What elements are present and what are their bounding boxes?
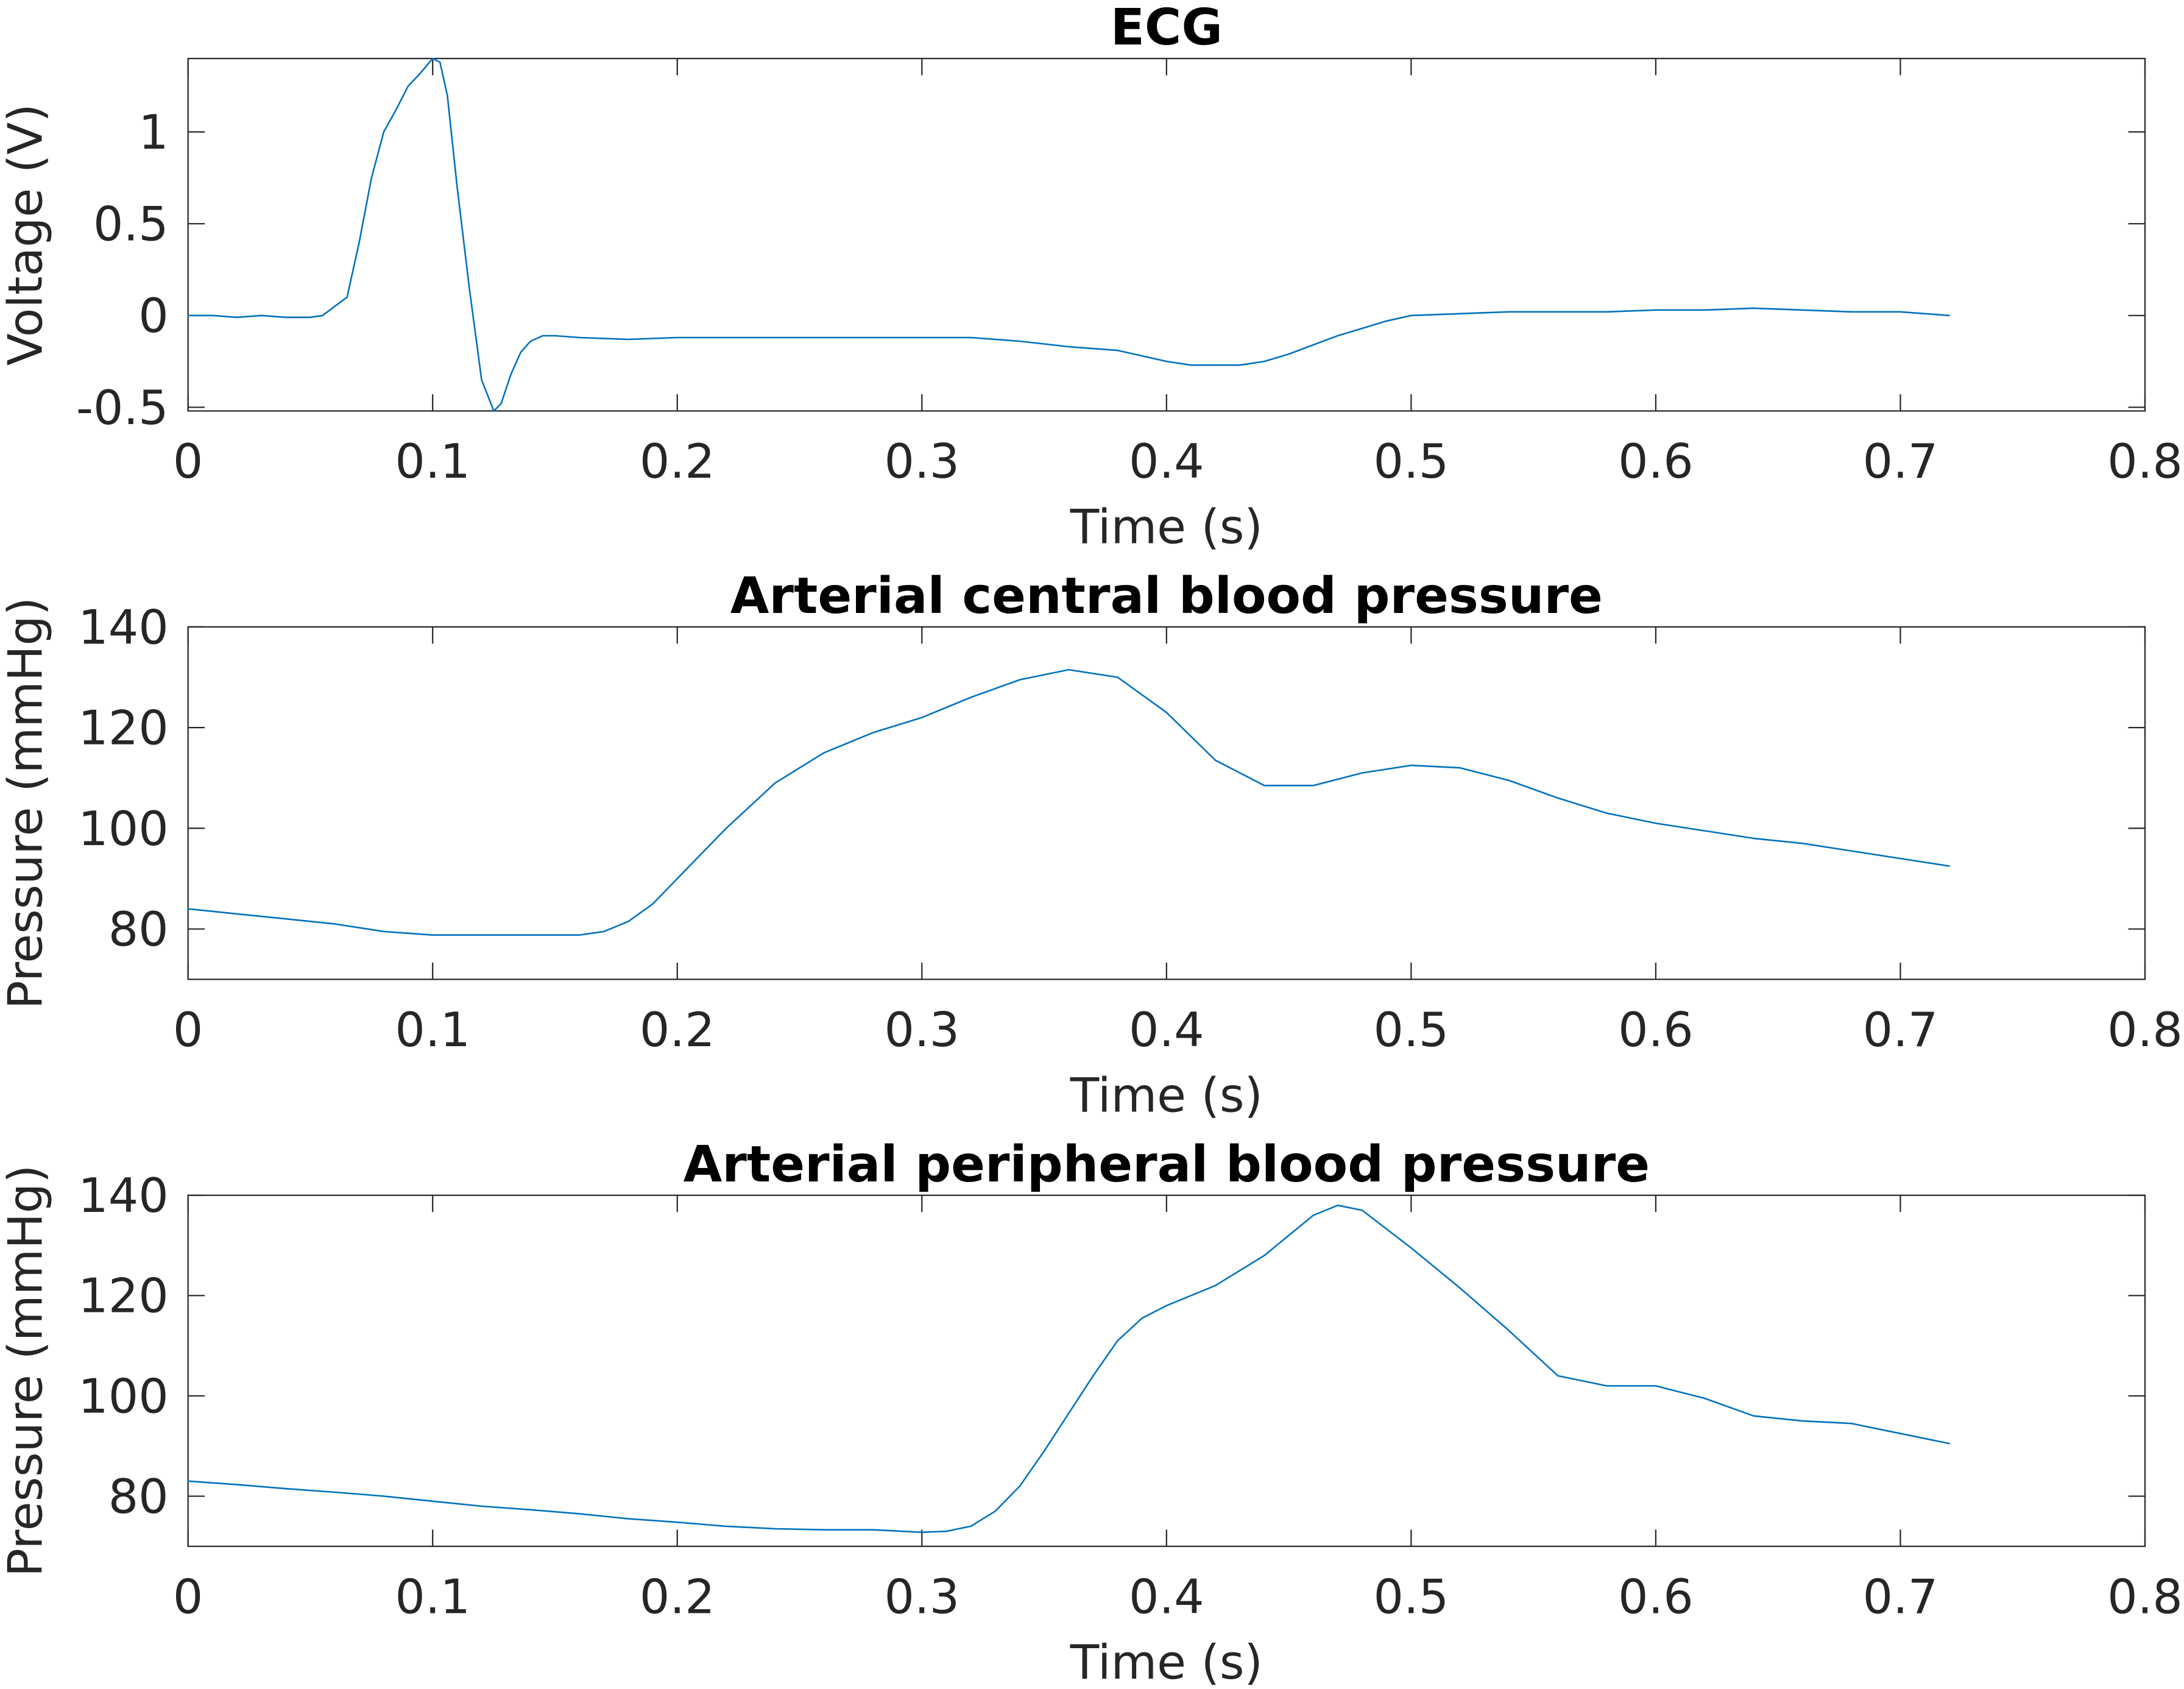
x-tick-label: 0.4 — [1129, 1570, 1204, 1625]
chart-title: Arterial central blood pressure — [730, 567, 1603, 625]
y-tick-label: 80 — [108, 1470, 169, 1524]
x-axis-label: Time (s) — [1070, 1069, 1263, 1124]
x-tick-label: 0.7 — [1863, 1570, 1938, 1625]
plot-area-frame — [187, 57, 2146, 412]
y-tick-label: 0.5 — [93, 197, 169, 252]
x-tick-label: 0.1 — [395, 434, 470, 489]
x-tick-label: 0.4 — [1129, 1003, 1204, 1058]
y-tick-label: -0.5 — [76, 381, 169, 436]
x-axis-label: Time (s) — [1070, 1635, 1263, 1689]
y-tick-label: 80 — [108, 902, 169, 957]
series-line-1 — [187, 57, 1950, 412]
series-line-1 — [187, 1204, 1950, 1534]
x-tick-label: 0.2 — [640, 1003, 715, 1058]
x-tick-label: 0.6 — [1618, 1003, 1694, 1058]
x-tick-label: 0 — [173, 1003, 203, 1058]
y-axis-label: Pressure (mmHg) — [0, 597, 54, 1009]
x-tick-label: 0.6 — [1618, 1570, 1694, 1625]
x-tick-label: 0.1 — [395, 1570, 470, 1625]
x-tick-label: 0.2 — [640, 434, 715, 489]
x-tick-label: 0.3 — [884, 1570, 959, 1625]
x-tick-label: 0 — [173, 434, 203, 489]
y-tick-label: 100 — [78, 1369, 168, 1424]
subplot-3: 0 0.1 0.2 0.3 0.4 0.5 0.6 0.7 0.8 80 100 120 140 Arte… — [0, 1136, 2183, 1689]
series-line-1 — [187, 668, 1950, 936]
x-tick-label: 0.4 — [1129, 434, 1204, 489]
plot-area-frame — [187, 626, 2146, 980]
chart-title: ECG — [1111, 0, 1223, 57]
x-tick-label: 0.8 — [2107, 434, 2183, 489]
x-tick-label: 0.3 — [884, 1003, 959, 1058]
y-tick-label: 120 — [78, 701, 168, 756]
x-tick-label: 0.7 — [1863, 1003, 1938, 1058]
y-axis-label: Voltage (V) — [0, 104, 54, 366]
x-tick-label: 0.1 — [395, 1003, 470, 1058]
y-tick-label: 140 — [78, 1169, 168, 1223]
y-tick-label: 100 — [78, 802, 168, 857]
x-tick-label: 0 — [173, 1570, 203, 1625]
x-tick-label: 0.8 — [2107, 1003, 2183, 1058]
x-tick-label: 0.5 — [1374, 1570, 1449, 1625]
x-tick-label: 0.5 — [1374, 1003, 1449, 1058]
x-axis-label: Time (s) — [1070, 500, 1263, 555]
subplot-1: 0 0.1 0.2 0.3 0.4 0.5 0.6 0.7 0.8-0.500.51ECGTim… — [0, 0, 2183, 555]
x-tick-label: 0.2 — [640, 1570, 715, 1625]
y-tick-label: 120 — [78, 1269, 168, 1324]
x-tick-label: 0.6 — [1618, 434, 1694, 489]
x-tick-label: 0.5 — [1374, 434, 1449, 489]
subplot-2: 0 0.1 0.2 0.3 0.4 0.5 0.6 0.7 0.8 80 100 120 140 Arte… — [0, 567, 2183, 1124]
x-tick-label: 0.7 — [1863, 434, 1938, 489]
y-tick-label: 1 — [138, 105, 168, 160]
x-tick-label: 0.8 — [2107, 1570, 2183, 1625]
y-tick-label: 0 — [138, 289, 168, 344]
y-tick-label: 140 — [78, 600, 168, 655]
chart-title: Arterial peripheral blood pressure — [684, 1136, 1650, 1194]
y-axis-label: Pressure (mmHg) — [0, 1165, 54, 1577]
plot-area-frame — [187, 1194, 2146, 1547]
x-tick-label: 0.3 — [884, 434, 959, 489]
